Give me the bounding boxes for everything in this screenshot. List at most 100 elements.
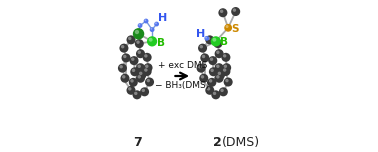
Circle shape	[198, 65, 201, 68]
Text: H: H	[158, 12, 167, 22]
Circle shape	[233, 8, 236, 12]
Circle shape	[123, 55, 127, 58]
Circle shape	[215, 63, 224, 72]
Circle shape	[220, 89, 224, 92]
Circle shape	[138, 23, 143, 28]
Text: B: B	[156, 38, 164, 48]
Circle shape	[214, 39, 222, 48]
Circle shape	[224, 78, 233, 86]
Circle shape	[138, 24, 140, 26]
Circle shape	[132, 69, 135, 72]
Circle shape	[211, 36, 221, 47]
Circle shape	[135, 39, 144, 48]
Circle shape	[198, 44, 207, 53]
Text: + exc DMS: + exc DMS	[158, 61, 207, 70]
Circle shape	[138, 75, 141, 79]
Text: (DMS): (DMS)	[222, 136, 260, 149]
Circle shape	[128, 87, 132, 91]
Circle shape	[215, 40, 218, 44]
Circle shape	[210, 57, 213, 61]
Circle shape	[149, 38, 153, 42]
Circle shape	[218, 72, 221, 75]
Text: B: B	[220, 37, 228, 47]
Circle shape	[144, 19, 146, 21]
Circle shape	[223, 68, 226, 72]
Circle shape	[144, 68, 147, 72]
Circle shape	[216, 70, 225, 79]
Circle shape	[136, 63, 145, 72]
Circle shape	[135, 30, 139, 34]
Circle shape	[219, 87, 228, 96]
Circle shape	[118, 64, 127, 73]
Circle shape	[133, 28, 144, 40]
Text: 2: 2	[214, 136, 222, 149]
Circle shape	[134, 92, 138, 95]
Circle shape	[150, 28, 152, 30]
Circle shape	[127, 86, 136, 95]
Circle shape	[205, 86, 214, 95]
Circle shape	[138, 51, 141, 54]
Circle shape	[130, 79, 134, 83]
Circle shape	[142, 89, 145, 92]
Circle shape	[119, 65, 123, 68]
Circle shape	[208, 56, 217, 65]
Circle shape	[128, 37, 132, 40]
Text: 7: 7	[133, 136, 142, 149]
Circle shape	[131, 57, 135, 61]
Circle shape	[204, 36, 209, 41]
Circle shape	[121, 45, 124, 48]
Circle shape	[130, 67, 139, 76]
Circle shape	[216, 65, 220, 68]
Circle shape	[136, 49, 145, 58]
Circle shape	[144, 63, 153, 72]
Circle shape	[213, 92, 216, 95]
Circle shape	[209, 79, 212, 83]
Circle shape	[144, 54, 147, 58]
Circle shape	[122, 75, 125, 79]
Circle shape	[200, 45, 203, 48]
Circle shape	[145, 78, 154, 86]
Circle shape	[215, 49, 224, 58]
Circle shape	[121, 74, 130, 83]
Circle shape	[202, 55, 205, 58]
Text: S: S	[231, 24, 239, 34]
Circle shape	[147, 36, 157, 47]
Circle shape	[222, 53, 231, 62]
Circle shape	[208, 78, 217, 87]
Circle shape	[222, 67, 231, 76]
Circle shape	[127, 35, 136, 44]
Circle shape	[205, 35, 214, 44]
Circle shape	[225, 79, 229, 82]
Circle shape	[140, 87, 149, 96]
Circle shape	[138, 65, 141, 68]
Circle shape	[143, 53, 152, 62]
Circle shape	[144, 19, 149, 23]
Circle shape	[224, 24, 232, 32]
Circle shape	[224, 65, 227, 68]
Circle shape	[200, 53, 209, 62]
Circle shape	[226, 25, 229, 28]
Circle shape	[130, 56, 139, 65]
Circle shape	[201, 75, 204, 79]
Circle shape	[211, 90, 220, 99]
Text: − BH₃(DMS): − BH₃(DMS)	[155, 81, 209, 90]
Circle shape	[220, 10, 223, 13]
Circle shape	[143, 67, 152, 76]
Circle shape	[216, 51, 220, 54]
Circle shape	[136, 74, 145, 83]
Circle shape	[197, 64, 206, 73]
Circle shape	[218, 8, 228, 17]
Circle shape	[138, 70, 147, 79]
Text: H: H	[196, 29, 205, 39]
Circle shape	[222, 63, 231, 72]
Circle shape	[154, 22, 159, 26]
Circle shape	[205, 37, 207, 38]
Circle shape	[216, 75, 220, 79]
Circle shape	[212, 38, 216, 42]
Circle shape	[145, 65, 149, 68]
Circle shape	[209, 67, 218, 76]
Circle shape	[119, 44, 129, 53]
Circle shape	[211, 69, 214, 72]
Circle shape	[147, 79, 150, 82]
Circle shape	[207, 87, 210, 91]
